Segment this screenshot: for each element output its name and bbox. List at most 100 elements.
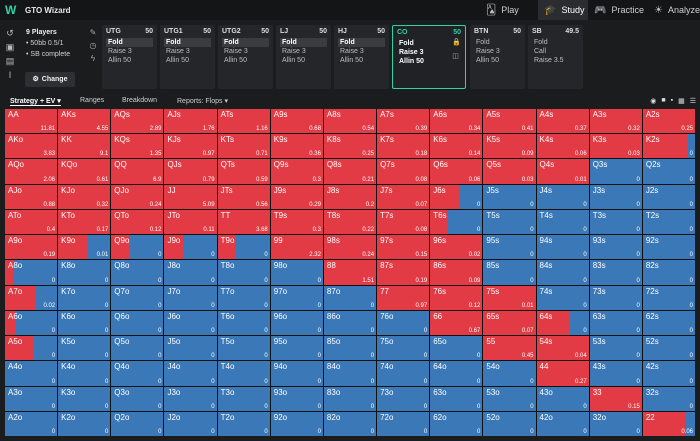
hand-cell-KJs[interactable]: KJs 0.97 xyxy=(164,134,217,159)
hand-cell-QJs[interactable]: QJs 0.79 xyxy=(164,159,217,184)
hand-cell-64s[interactable]: 64s 0 xyxy=(536,310,589,336)
hand-cell-Q3s[interactable]: Q3s 0 xyxy=(589,159,642,184)
hand-cell-K9o[interactable]: K9o 0.01 xyxy=(58,235,111,260)
square-icon[interactable]: ■ xyxy=(661,97,666,104)
action-fold[interactable]: Fold xyxy=(476,39,490,46)
hand-cell-JTo[interactable]: JTo 0.11 xyxy=(164,209,217,235)
hand-cell-72s[interactable]: 72s 0 xyxy=(642,285,695,310)
hand-cell-88[interactable]: 88 1.51 xyxy=(323,260,377,285)
hand-cell-95s[interactable]: 95s 0 xyxy=(483,235,536,260)
hand-cell-84s[interactable]: 84s 0 xyxy=(536,260,589,285)
nav-tab-play[interactable]: 🂡 Play xyxy=(486,0,534,20)
position-co[interactable]: CO 50 Fold Raise 3 Allin 50 🔒 ◫ xyxy=(392,25,466,89)
hand-cell-98o[interactable]: 98o 0 xyxy=(270,260,323,285)
hand-cell-J4s[interactable]: J4s 0 xyxy=(536,184,589,209)
hand-cell-AQo[interactable]: AQo 2.06 xyxy=(5,159,58,184)
hand-cell-92o[interactable]: 92o 0 xyxy=(270,411,323,436)
hand-cell-A6o[interactable]: A6o 0 xyxy=(5,310,58,336)
hand-cell-Q5s[interactable]: Q5s 0.03 xyxy=(483,159,536,184)
hand-cell-95o[interactable]: 95o 0 xyxy=(270,336,323,361)
action-raise[interactable]: Raise 3 xyxy=(340,48,364,55)
hand-cell-65o[interactable]: 65o 0 xyxy=(430,336,483,361)
hand-cell-A8o[interactable]: A8o 0 xyxy=(5,260,58,285)
hand-cell-53o[interactable]: 53o 0 xyxy=(483,386,536,411)
hand-cell-A3s[interactable]: A3s 0.32 xyxy=(589,109,642,134)
hand-cell-86s[interactable]: 86s 0.09 xyxy=(430,260,483,285)
hand-cell-QTs[interactable]: QTs 0.59 xyxy=(217,159,270,184)
hand-cell-K5o[interactable]: K5o 0 xyxy=(58,336,111,361)
hand-cell-K4s[interactable]: K4s 0.06 xyxy=(536,134,589,159)
hand-cell-J4o[interactable]: J4o 0 xyxy=(164,361,217,386)
save-icon[interactable]: ▣ xyxy=(5,42,15,52)
hand-cell-64o[interactable]: 64o 0 xyxy=(430,361,483,386)
hand-cell-Q4s[interactable]: Q4s 0.01 xyxy=(536,159,589,184)
reset-icon[interactable]: ↺ xyxy=(6,28,14,38)
table-icon[interactable]: ▤ xyxy=(5,56,15,66)
hand-cell-A2s[interactable]: A2s 0.25 xyxy=(642,109,695,134)
hand-cell-K8o[interactable]: K8o 0 xyxy=(58,260,111,285)
action-raise[interactable]: Raise 3 xyxy=(108,48,132,55)
hand-cell-66[interactable]: 66 0.67 xyxy=(430,310,483,336)
gto-wizard-logo-icon[interactable]: W xyxy=(5,3,17,17)
hand-cell-Q5o[interactable]: Q5o 0 xyxy=(111,336,164,361)
action-allin[interactable]: Allin 50 xyxy=(340,57,363,64)
hand-cell-J2o[interactable]: J2o 0 xyxy=(164,411,217,436)
action-raise[interactable]: Raise 3 xyxy=(166,48,190,55)
hand-cell-65s[interactable]: 65s 0.07 xyxy=(483,310,536,336)
hand-cell-T2o[interactable]: T2o 0 xyxy=(217,411,270,436)
hand-cell-Q6o[interactable]: Q6o 0 xyxy=(111,310,164,336)
hand-cell-42s[interactable]: 42s 0 xyxy=(642,361,695,386)
hand-cell-54s[interactable]: 54s 0.04 xyxy=(536,336,589,361)
hand-cell-T2s[interactable]: T2s 0 xyxy=(642,209,695,235)
bolt-icon[interactable]: ϟ xyxy=(90,54,96,63)
action-raise[interactable]: Raise 3 xyxy=(282,48,306,55)
hand-cell-T4s[interactable]: T4s 0 xyxy=(536,209,589,235)
position-utg2[interactable]: UTG2 50 Fold Raise 3 Allin 50 xyxy=(218,25,273,89)
hand-cell-K7o[interactable]: K7o 0 xyxy=(58,285,111,310)
hand-cell-A5s[interactable]: A5s 0.41 xyxy=(483,109,536,134)
hand-cell-Q4o[interactable]: Q4o 0 xyxy=(111,361,164,386)
hand-cell-QQ[interactable]: QQ 6.9 xyxy=(111,159,164,184)
hand-cell-82o[interactable]: 82o 0 xyxy=(323,411,377,436)
hand-cell-A8s[interactable]: A8s 0.54 xyxy=(323,109,377,134)
hand-cell-K3s[interactable]: K3s 0.03 xyxy=(589,134,642,159)
change-button[interactable]: ⚙ Change xyxy=(25,72,75,87)
action-fold[interactable]: Fold xyxy=(164,38,211,47)
text-cursor-icon[interactable]: I xyxy=(8,70,12,80)
hand-cell-T3o[interactable]: T3o 0 xyxy=(217,386,270,411)
hand-cell-75o[interactable]: 75o 0 xyxy=(377,336,430,361)
hand-cell-KTo[interactable]: KTo 0.17 xyxy=(58,209,111,235)
position-lj[interactable]: LJ 50 Fold Raise 3 Allin 50 xyxy=(276,25,331,89)
action-fold[interactable]: Fold xyxy=(399,40,414,47)
action-fold[interactable]: Fold xyxy=(106,38,153,47)
hand-cell-94s[interactable]: 94s 0 xyxy=(536,235,589,260)
hand-cell-K2s[interactable]: K2s 0 xyxy=(642,134,695,159)
hand-cell-77[interactable]: 77 0.97 xyxy=(377,285,430,310)
hand-cell-Q2o[interactable]: Q2o 0 xyxy=(111,411,164,436)
hand-cell-A9o[interactable]: A9o 0.19 xyxy=(5,235,58,260)
hand-cell-Q8s[interactable]: Q8s 0.21 xyxy=(323,159,377,184)
grid-small-icon[interactable]: ▪ xyxy=(670,97,674,104)
hand-cell-A3o[interactable]: A3o 0 xyxy=(5,386,58,411)
hand-cell-J5s[interactable]: J5s 0 xyxy=(483,184,536,209)
hand-cell-K6s[interactable]: K6s 0.14 xyxy=(430,134,483,159)
action-raise[interactable]: Raise 3 xyxy=(476,48,500,55)
hand-cell-K6o[interactable]: K6o 0 xyxy=(58,310,111,336)
hand-cell-ATo[interactable]: ATo 0.4 xyxy=(5,209,58,235)
hand-cell-52o[interactable]: 52o 0 xyxy=(483,411,536,436)
hand-cell-A7s[interactable]: A7s 0.39 xyxy=(377,109,430,134)
hand-cell-53s[interactable]: 53s 0 xyxy=(589,336,642,361)
hand-cell-52s[interactable]: 52s 0 xyxy=(642,336,695,361)
hand-cell-A2o[interactable]: A2o 0 xyxy=(5,411,58,436)
hand-cell-97o[interactable]: 97o 0 xyxy=(270,285,323,310)
nav-tab-analyze[interactable]: ☀ Analyze xyxy=(654,0,700,20)
hand-cell-T8o[interactable]: T8o 0 xyxy=(217,260,270,285)
hand-cell-42o[interactable]: 42o 0 xyxy=(536,411,589,436)
hand-cell-T6o[interactable]: T6o 0 xyxy=(217,310,270,336)
hand-cell-32o[interactable]: 32o 0 xyxy=(589,411,642,436)
hand-cell-44[interactable]: 44 0.27 xyxy=(536,361,589,386)
hand-cell-83s[interactable]: 83s 0 xyxy=(589,260,642,285)
hand-cell-55[interactable]: 55 0.45 xyxy=(483,336,536,361)
position-sb[interactable]: SB 49.5 Fold Call Raise 3.5 xyxy=(528,25,583,89)
hand-cell-T8s[interactable]: T8s 0.22 xyxy=(323,209,377,235)
